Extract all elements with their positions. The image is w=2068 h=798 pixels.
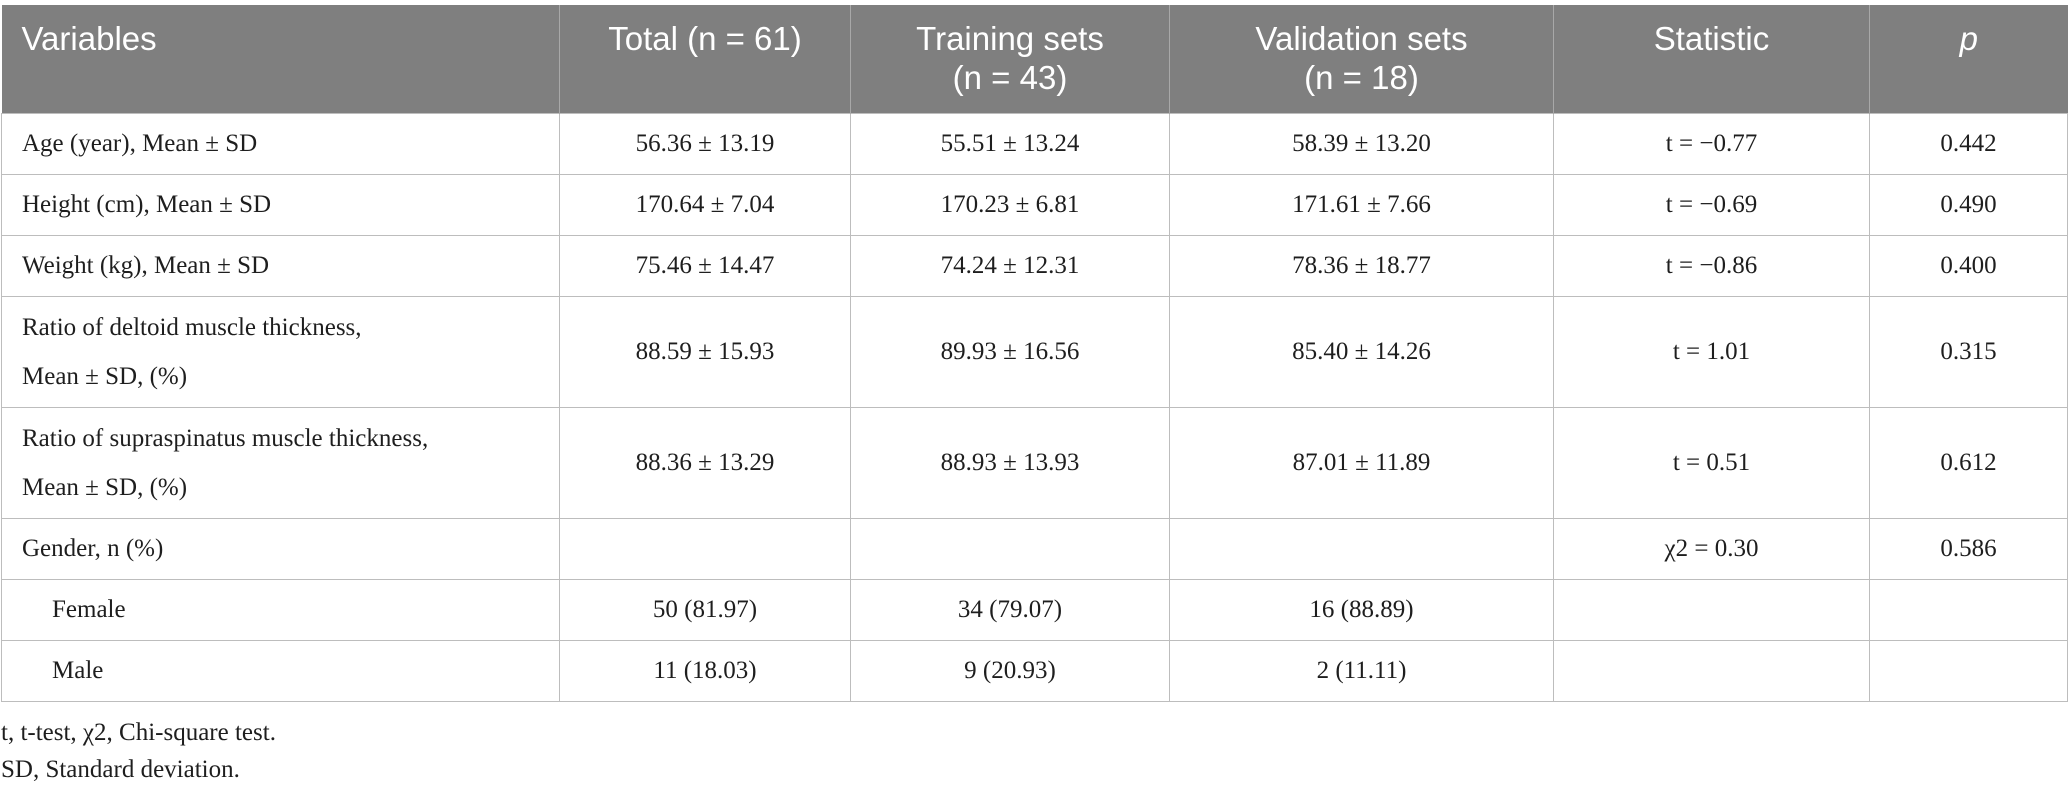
cell-statistic: t = 0.51 bbox=[1553, 406, 1870, 519]
row-label: Gender, n (%) bbox=[1, 517, 560, 580]
cell-statistic bbox=[1553, 578, 1870, 641]
row-label: Weight (kg), Mean ± SD bbox=[1, 234, 560, 297]
row-label: Female bbox=[1, 578, 560, 641]
header-variables: Variables bbox=[1, 5, 560, 113]
cell-total bbox=[559, 517, 851, 580]
row-label: Male bbox=[1, 639, 560, 702]
table-container: Variables Total (n = 61) Training sets (… bbox=[0, 5, 2068, 788]
cell-p: 0.490 bbox=[1869, 173, 2068, 236]
cell-total: 170.64 ± 7.04 bbox=[559, 173, 851, 236]
cell-p: 0.315 bbox=[1869, 295, 2068, 408]
cell-training: 74.24 ± 12.31 bbox=[850, 234, 1170, 297]
cell-total: 88.36 ± 13.29 bbox=[559, 406, 851, 519]
table-row: Female 50 (81.97) 34 (79.07) 16 (88.89) bbox=[1, 578, 2068, 641]
table-row: Ratio of deltoid muscle thickness, Mean … bbox=[1, 295, 2068, 408]
cell-training: 55.51 ± 13.24 bbox=[850, 112, 1170, 175]
cell-validation: 87.01 ± 11.89 bbox=[1169, 406, 1554, 519]
cell-statistic bbox=[1553, 639, 1870, 702]
header-row: Variables Total (n = 61) Training sets (… bbox=[1, 5, 2068, 113]
cell-training bbox=[850, 517, 1170, 580]
header-p: p bbox=[1869, 5, 2068, 113]
cell-statistic: t = −0.77 bbox=[1553, 112, 1870, 175]
cell-validation: 16 (88.89) bbox=[1169, 578, 1554, 641]
cell-total: 56.36 ± 13.19 bbox=[559, 112, 851, 175]
cell-statistic: χ2 = 0.30 bbox=[1553, 517, 1870, 580]
header-p-text: p bbox=[1959, 20, 1978, 57]
cell-total: 11 (18.03) bbox=[559, 639, 851, 702]
header-total: Total (n = 61) bbox=[559, 5, 851, 113]
footnote: t, t-test, χ2, Chi-square test. bbox=[1, 718, 276, 746]
cell-validation: 58.39 ± 13.20 bbox=[1169, 112, 1554, 175]
row-label-line1: Ratio of deltoid muscle thickness, bbox=[22, 313, 362, 341]
footnote: SD, Standard deviation. bbox=[1, 755, 240, 783]
cell-training: 170.23 ± 6.81 bbox=[850, 173, 1170, 236]
header-training-line1: Training sets bbox=[916, 20, 1104, 57]
row-label: Height (cm), Mean ± SD bbox=[1, 173, 560, 236]
cell-statistic: t = −0.86 bbox=[1553, 234, 1870, 297]
table-row: Ratio of supraspinatus muscle thickness,… bbox=[1, 406, 2068, 519]
header-validation-line2: (n = 18) bbox=[1304, 59, 1419, 96]
cell-total: 88.59 ± 15.93 bbox=[559, 295, 851, 408]
cell-statistic: t = 1.01 bbox=[1553, 295, 1870, 408]
cell-training: 34 (79.07) bbox=[850, 578, 1170, 641]
row-label-line2: Mean ± SD, (%) bbox=[22, 362, 188, 390]
cell-p: 0.612 bbox=[1869, 406, 2068, 519]
table-footnotes: t, t-test, χ2, Chi-square test. SD, Stan… bbox=[0, 714, 2068, 788]
cell-validation: 2 (11.11) bbox=[1169, 639, 1554, 702]
cell-validation bbox=[1169, 517, 1554, 580]
cell-training: 89.93 ± 16.56 bbox=[850, 295, 1170, 408]
cell-validation: 78.36 ± 18.77 bbox=[1169, 234, 1554, 297]
cell-p: 0.442 bbox=[1869, 112, 2068, 175]
row-label-line1: Ratio of supraspinatus muscle thickness, bbox=[22, 424, 429, 452]
cell-validation: 171.61 ± 7.66 bbox=[1169, 173, 1554, 236]
table-row: Height (cm), Mean ± SD 170.64 ± 7.04 170… bbox=[1, 173, 2068, 236]
cell-training: 88.93 ± 13.93 bbox=[850, 406, 1170, 519]
header-validation: Validation sets (n = 18) bbox=[1169, 5, 1554, 113]
header-validation-line1: Validation sets bbox=[1255, 20, 1468, 57]
cell-p bbox=[1869, 639, 2068, 702]
row-label: Ratio of deltoid muscle thickness, Mean … bbox=[1, 295, 560, 408]
cell-p: 0.586 bbox=[1869, 517, 2068, 580]
table-row: Gender, n (%) χ2 = 0.30 0.586 bbox=[1, 517, 2068, 580]
table-row: Age (year), Mean ± SD 56.36 ± 13.19 55.5… bbox=[1, 112, 2068, 175]
row-label-line2: Mean ± SD, (%) bbox=[22, 473, 188, 501]
cell-total: 75.46 ± 14.47 bbox=[559, 234, 851, 297]
table-row: Male 11 (18.03) 9 (20.93) 2 (11.11) bbox=[1, 639, 2068, 702]
header-statistic: Statistic bbox=[1553, 5, 1870, 113]
header-training-line2: (n = 43) bbox=[952, 59, 1068, 96]
cell-total: 50 (81.97) bbox=[559, 578, 851, 641]
cell-p bbox=[1869, 578, 2068, 641]
characteristics-table: Variables Total (n = 61) Training sets (… bbox=[1, 5, 2068, 702]
cell-validation: 85.40 ± 14.26 bbox=[1169, 295, 1554, 408]
header-training: Training sets (n = 43) bbox=[850, 5, 1170, 113]
row-label: Ratio of supraspinatus muscle thickness,… bbox=[1, 406, 560, 519]
cell-training: 9 (20.93) bbox=[850, 639, 1170, 702]
table-row: Weight (kg), Mean ± SD 75.46 ± 14.47 74.… bbox=[1, 234, 2068, 297]
cell-statistic: t = −0.69 bbox=[1553, 173, 1870, 236]
cell-p: 0.400 bbox=[1869, 234, 2068, 297]
row-label: Age (year), Mean ± SD bbox=[1, 112, 560, 175]
